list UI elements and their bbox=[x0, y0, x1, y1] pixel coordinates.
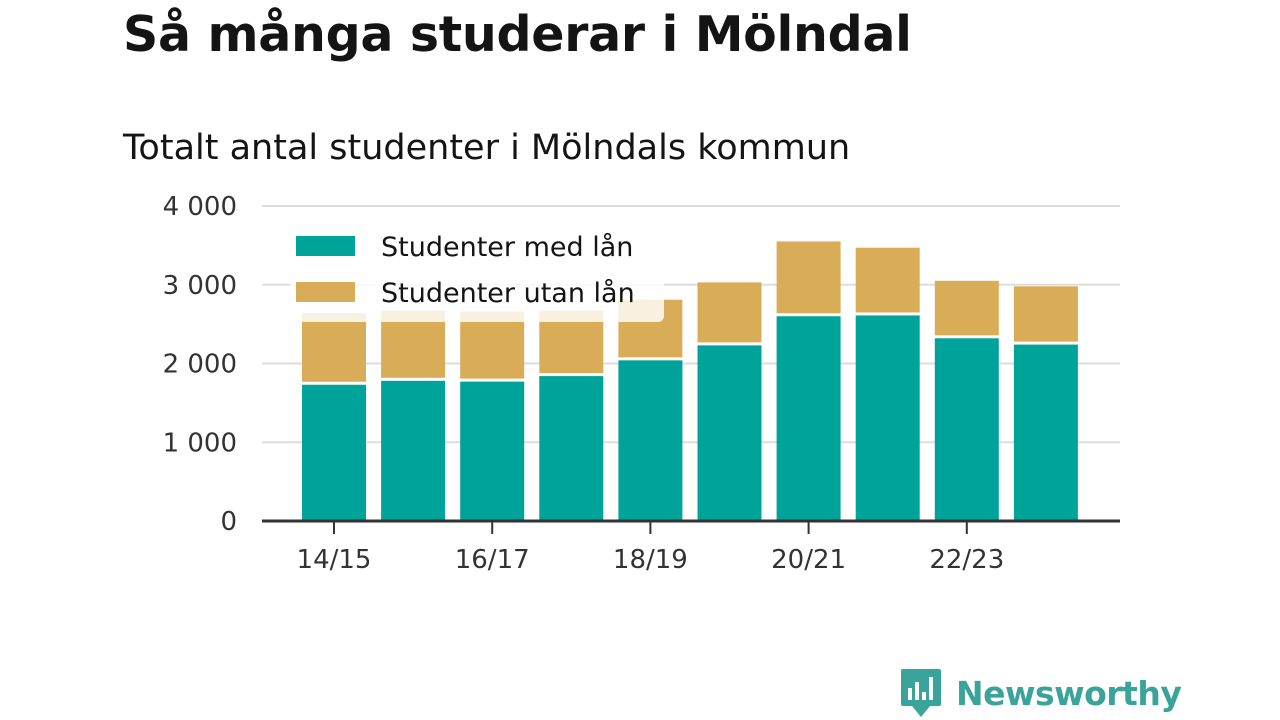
y-tick-label: 3 000 bbox=[163, 271, 237, 301]
bar-utan-lan-20-21 bbox=[776, 241, 841, 314]
bar-med-lan-16-17 bbox=[460, 381, 525, 521]
newsworthy-logo-icon bbox=[901, 669, 941, 717]
legend-swatch bbox=[296, 282, 355, 302]
bar-med-lan-19-20 bbox=[697, 345, 762, 521]
bars bbox=[302, 241, 1078, 521]
bar-med-lan-23-24 bbox=[1013, 344, 1078, 521]
brand-logo: Newsworthy bbox=[900, 668, 1182, 718]
x-tick-label: 16/17 bbox=[455, 545, 530, 575]
legend: Studenter med lån Studenter utan lån bbox=[290, 224, 664, 322]
y-tick-label: 1 000 bbox=[163, 428, 237, 458]
axes: 0 1 000 2 000 3 000 4 000 14/15 16/17 18/19 20/2… bbox=[163, 192, 1120, 575]
bar-utan-lan-22-23 bbox=[934, 280, 999, 336]
bar-med-lan-20-21 bbox=[776, 316, 841, 521]
x-tick-label: 22/23 bbox=[929, 545, 1004, 575]
y-tick-label: 4 000 bbox=[163, 192, 237, 222]
y-tick-label: 0 bbox=[220, 507, 237, 537]
legend-label: Studenter med lån bbox=[381, 232, 633, 263]
bar-utan-lan-21-22 bbox=[855, 247, 920, 313]
bar-med-lan-18-19 bbox=[618, 360, 683, 521]
bar-utan-lan-19-20 bbox=[697, 282, 762, 343]
bar-utan-lan-14-15 bbox=[302, 313, 366, 382]
bar-med-lan-14-15 bbox=[302, 384, 366, 521]
bar-med-lan-15-16 bbox=[381, 380, 446, 521]
bar-utan-lan-23-24 bbox=[1013, 286, 1078, 342]
y-tick-label: 2 000 bbox=[163, 350, 237, 380]
bar-med-lan-17-18 bbox=[539, 376, 604, 521]
bar-med-lan-21-22 bbox=[855, 315, 920, 521]
chart-title: Så många studerar i Mölndal bbox=[123, 6, 912, 63]
legend-swatch bbox=[296, 236, 355, 256]
legend-label: Studenter utan lån bbox=[381, 278, 635, 309]
bar-utan-lan-16-17 bbox=[460, 311, 525, 379]
chart-subtitle: Totalt antal studenter i Mölndals kommun bbox=[123, 128, 851, 168]
brand-name: Newsworthy bbox=[956, 673, 1182, 713]
legend-background bbox=[290, 224, 664, 322]
x-tick-label: 14/15 bbox=[297, 545, 372, 575]
bar-med-lan-22-23 bbox=[934, 338, 999, 521]
x-tick-label: 18/19 bbox=[613, 545, 688, 575]
x-tick-label: 20/21 bbox=[771, 545, 846, 575]
